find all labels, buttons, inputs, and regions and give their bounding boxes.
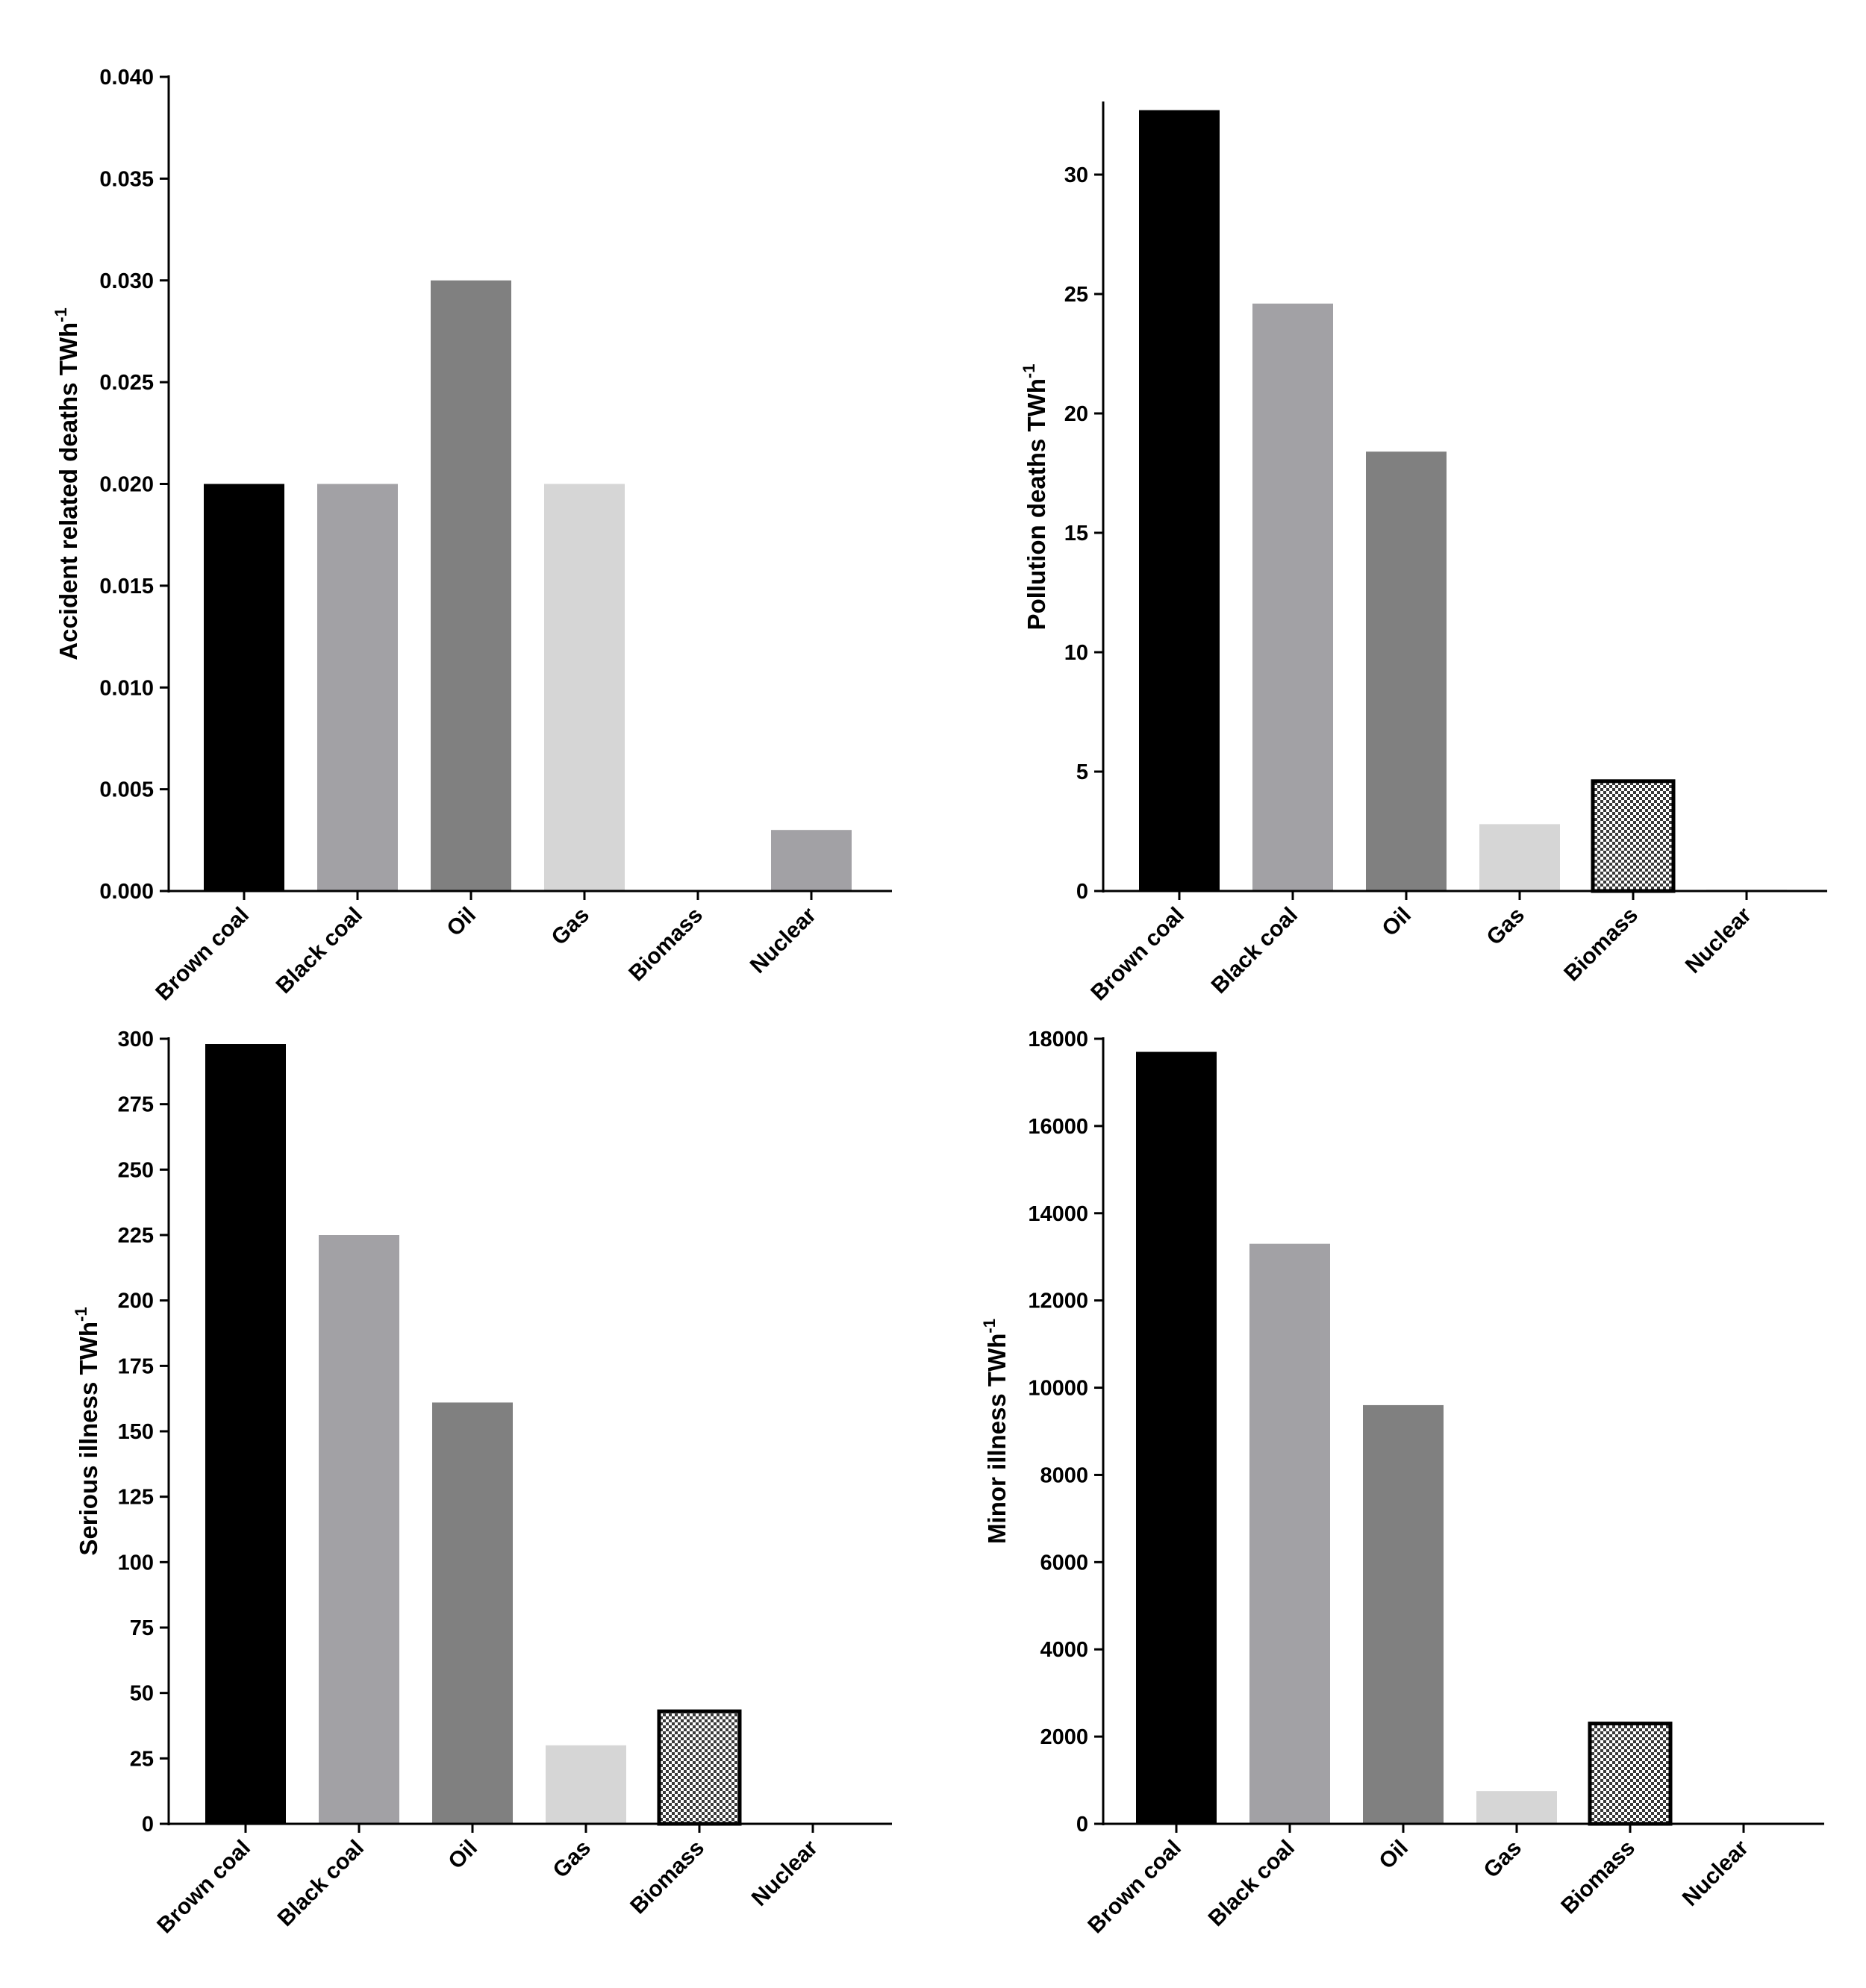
- chart-accident-deaths: 0.000 0.005 0.010 0.015 0.020 0.025 0.030 0.035…: [52, 66, 892, 1005]
- bar-oil: [431, 280, 511, 891]
- y-tick-label: 0.005: [99, 778, 154, 802]
- category-label: Black coal: [1204, 1836, 1299, 1931]
- bar-oil: [1366, 451, 1447, 891]
- category-label: Nuclear: [747, 1835, 823, 1910]
- category-label: Oil: [1377, 903, 1416, 942]
- category-label: Biomass: [624, 903, 708, 987]
- y-tick-label: 0.020: [99, 473, 154, 497]
- y-axis-title: Minor illness TWh-1: [980, 1319, 1011, 1544]
- y-tick-label: 25: [1064, 283, 1088, 307]
- bar-nuclear: [771, 830, 852, 891]
- y-tick-label: 100: [118, 1551, 154, 1575]
- bar-brown-coal: [204, 484, 284, 891]
- y-tick-label: 30: [1064, 163, 1088, 187]
- category-label: Oil: [1374, 1836, 1413, 1875]
- bar-brown-coal: [1136, 1051, 1217, 1824]
- y-tick-label: 5: [1076, 760, 1088, 784]
- y-tick-label: 6000: [1040, 1551, 1088, 1575]
- y-tick-label: 0.015: [99, 575, 154, 598]
- bar-gas: [546, 1745, 626, 1824]
- bar-black-coal: [1249, 1243, 1330, 1824]
- category-label: Gas: [1479, 1836, 1526, 1883]
- category-label: Black coal: [272, 903, 367, 998]
- y-tick-label: 200: [118, 1290, 154, 1313]
- y-tick-label: 16000: [1028, 1115, 1088, 1139]
- category-label: Biomass: [625, 1836, 709, 1919]
- bar-gas: [1479, 824, 1560, 891]
- y-tick-label: 10000: [1028, 1377, 1088, 1401]
- bar-oil: [1363, 1404, 1444, 1824]
- y-tick-label: 50: [130, 1682, 154, 1706]
- bar-brown-coal: [1139, 110, 1220, 892]
- y-axis-title: Accident related deaths TWh-1: [52, 307, 82, 660]
- category-label: Nuclear: [1681, 902, 1756, 978]
- category-label: Brown coal: [152, 1836, 255, 1939]
- y-tick-label: 0.035: [99, 167, 154, 191]
- bar-oil: [432, 1402, 513, 1824]
- y-tick-label: 0.000: [99, 880, 154, 904]
- y-tick-label: 75: [130, 1616, 154, 1640]
- y-tick-label: 4000: [1040, 1638, 1088, 1662]
- y-tick-label: 125: [118, 1486, 154, 1510]
- bar-biomass: [657, 1709, 742, 1826]
- y-tick-label: 0.030: [99, 269, 154, 293]
- chart-serious-illness: 0 25 50 75 100 125 150 175 200 225 250 275 300 Brown …: [72, 1028, 892, 1938]
- category-label: Gas: [549, 1836, 596, 1883]
- bar-gas: [544, 484, 625, 891]
- y-tick-label: 15: [1064, 522, 1088, 546]
- y-tick-label: 0.025: [99, 371, 154, 395]
- y-tick-label: 0: [1076, 1813, 1088, 1837]
- category-label: Gas: [1482, 903, 1529, 950]
- y-tick-label: 0.010: [99, 676, 154, 700]
- y-tick-label: 12000: [1028, 1290, 1088, 1313]
- category-label: Nuclear: [1678, 1835, 1753, 1910]
- y-tick-label: 300: [118, 1028, 154, 1051]
- y-tick-label: 250: [118, 1158, 154, 1182]
- category-label: Oil: [443, 1836, 482, 1875]
- category-label: Brown coal: [1083, 1836, 1186, 1939]
- category-label: Biomass: [1556, 1836, 1640, 1919]
- bar-biomass: [1588, 1722, 1673, 1826]
- category-label: Gas: [547, 903, 594, 950]
- y-tick-label: 0.040: [99, 66, 154, 90]
- y-tick-label: 20: [1064, 402, 1088, 426]
- y-tick-label: 150: [118, 1420, 154, 1444]
- bar-gas: [1476, 1791, 1557, 1824]
- category-label: Black coal: [1207, 903, 1302, 998]
- category-label: Brown coal: [151, 903, 254, 1006]
- category-label: Brown coal: [1086, 903, 1189, 1006]
- category-label: Black coal: [273, 1836, 369, 1931]
- bar-brown-coal: [205, 1044, 286, 1824]
- bar-biomass: [1591, 779, 1676, 893]
- y-tick-label: 25: [130, 1747, 154, 1771]
- y-axis-title: Serious illness TWh-1: [72, 1307, 102, 1555]
- bar-black-coal: [317, 484, 398, 891]
- category-label: Oil: [442, 903, 481, 942]
- chart-minor-illness: 0 2000 4000 6000 8000 10000 12000 14000 16000 180…: [980, 1028, 1824, 1938]
- y-tick-label: 14000: [1028, 1202, 1088, 1226]
- bar-black-coal: [1252, 303, 1333, 891]
- y-tick-label: 0: [142, 1813, 154, 1837]
- bar-black-coal: [319, 1235, 399, 1824]
- y-tick-label: 18000: [1028, 1028, 1088, 1051]
- y-axis-title: Pollution deaths TWh-1: [1020, 364, 1050, 631]
- y-tick-label: 2000: [1040, 1725, 1088, 1749]
- category-label: Nuclear: [746, 902, 821, 978]
- y-tick-label: 0: [1076, 880, 1088, 904]
- y-tick-label: 225: [118, 1224, 154, 1248]
- y-tick-label: 175: [118, 1354, 154, 1378]
- chart-pollution-deaths: 0 5 10 15 20 25 30 Brown coal Black coal Oil Gas Bi…: [1020, 101, 1827, 1005]
- y-tick-label: 10: [1064, 641, 1088, 665]
- category-label: Biomass: [1559, 903, 1643, 987]
- y-tick-label: 275: [118, 1093, 154, 1117]
- y-tick-label: 8000: [1040, 1463, 1088, 1487]
